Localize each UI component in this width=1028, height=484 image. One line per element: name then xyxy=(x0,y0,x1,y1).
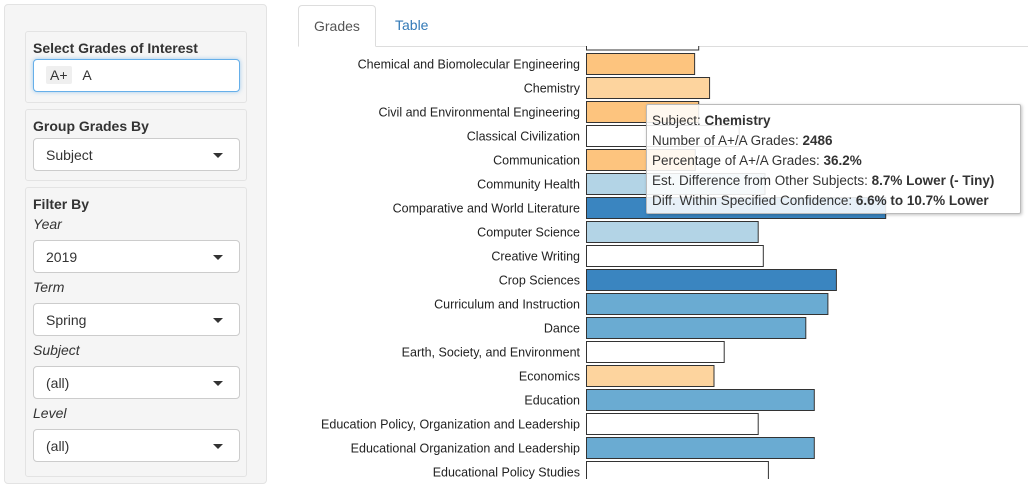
bar[interactable] xyxy=(586,245,764,267)
chevron-down-icon xyxy=(213,318,223,323)
tab-bar: Grades Table xyxy=(298,5,1028,47)
category-label: Dance xyxy=(544,322,580,336)
tooltip-count-value: 2486 xyxy=(802,133,833,148)
bar[interactable] xyxy=(586,341,725,363)
category-label: Chemical and Biomolecular Engineering xyxy=(358,58,580,72)
chart-tooltip: Subject: Chemistry Number of A+/A Grades… xyxy=(646,104,1021,214)
category-label: Civil and Environmental Engineering xyxy=(378,106,580,120)
grade-tag[interactable]: A+ xyxy=(46,66,72,84)
year-label: Year xyxy=(33,216,62,232)
tab-table[interactable]: Table xyxy=(395,17,429,33)
tooltip-count-key: Number of A+/A Grades: xyxy=(652,133,799,148)
grade-tag[interactable]: A xyxy=(82,67,92,83)
filter-panel: Filter By Year 2019 Term Spring Subject … xyxy=(25,187,247,477)
category-label: Education Policy, Organization and Leade… xyxy=(321,418,580,432)
group-value: Subject xyxy=(46,147,93,163)
bar[interactable] xyxy=(586,365,715,387)
category-label: Educational Organization and Leadership xyxy=(351,442,580,456)
chevron-down-icon xyxy=(213,153,223,158)
chevron-down-icon xyxy=(213,255,223,260)
chevron-down-icon xyxy=(213,381,223,386)
level-label: Level xyxy=(33,405,67,421)
tooltip-conf-value: 6.6% to 10.7% Lower xyxy=(855,193,989,208)
tooltip-diff-key: Est. Difference from Other Subjects: xyxy=(652,173,868,188)
term-label: Term xyxy=(33,279,65,295)
category-label: Earth, Society, and Environment xyxy=(402,346,581,360)
bar[interactable] xyxy=(586,461,769,480)
bar[interactable] xyxy=(586,317,807,339)
category-label: Community Health xyxy=(477,178,580,192)
bar[interactable] xyxy=(586,77,711,99)
category-label: Education xyxy=(524,394,580,408)
category-label: Communication xyxy=(493,154,580,168)
sidebar: Select Grades of Interest A+ A Group Gra… xyxy=(4,4,267,484)
subject-select[interactable]: (all) xyxy=(33,366,240,399)
level-value: (all) xyxy=(46,438,70,454)
tooltip-subject-key: Subject: xyxy=(652,113,701,128)
bar[interactable] xyxy=(586,389,815,411)
tooltip-subject-value: Chemistry xyxy=(704,113,771,128)
category-label: Crop Sciences xyxy=(499,274,580,288)
subject-label: Subject xyxy=(33,342,80,358)
tab-grades[interactable]: Grades xyxy=(298,5,376,47)
grades-tags: A+ A xyxy=(46,66,99,84)
bar[interactable] xyxy=(586,437,815,459)
group-label: Group Grades By xyxy=(33,118,149,134)
grades-multiselect[interactable]: A+ A xyxy=(33,59,240,92)
category-label: Chemistry xyxy=(524,82,581,96)
bar[interactable] xyxy=(586,293,829,315)
chevron-down-icon xyxy=(213,444,223,449)
category-label: Curriculum and Instruction xyxy=(434,298,580,312)
category-label: Creative Writing xyxy=(491,250,580,264)
bar[interactable] xyxy=(586,221,759,243)
term-select[interactable]: Spring xyxy=(33,303,240,336)
tooltip-diff-value: 8.7% Lower (- Tiny) xyxy=(871,173,995,188)
term-value: Spring xyxy=(46,312,87,328)
filter-label: Filter By xyxy=(33,196,90,212)
category-label: Comparative and World Literature xyxy=(393,202,580,216)
group-panel: Group Grades By Subject xyxy=(25,109,247,181)
bar[interactable] xyxy=(586,413,759,435)
year-value: 2019 xyxy=(46,249,78,265)
tooltip-pct-key: Percentage of A+/A Grades: xyxy=(652,153,820,168)
grades-panel: Select Grades of Interest A+ A xyxy=(25,31,247,103)
bar[interactable] xyxy=(586,53,696,75)
grades-label: Select Grades of Interest xyxy=(33,40,198,56)
year-select[interactable]: 2019 xyxy=(33,240,240,273)
category-label: Classical Civilization xyxy=(467,130,580,144)
bar-partial-top[interactable] xyxy=(586,46,700,51)
category-label: Educational Policy Studies xyxy=(433,466,580,480)
subject-value: (all) xyxy=(46,375,70,391)
tooltip-conf-key: Diff. Within Specified Confidence: xyxy=(652,193,853,208)
category-label: Computer Science xyxy=(477,226,580,240)
level-select[interactable]: (all) xyxy=(33,429,240,462)
category-label: Economics xyxy=(519,370,580,384)
bar[interactable] xyxy=(586,269,837,291)
group-select[interactable]: Subject xyxy=(33,138,240,171)
tooltip-pct-value: 36.2% xyxy=(823,153,862,168)
